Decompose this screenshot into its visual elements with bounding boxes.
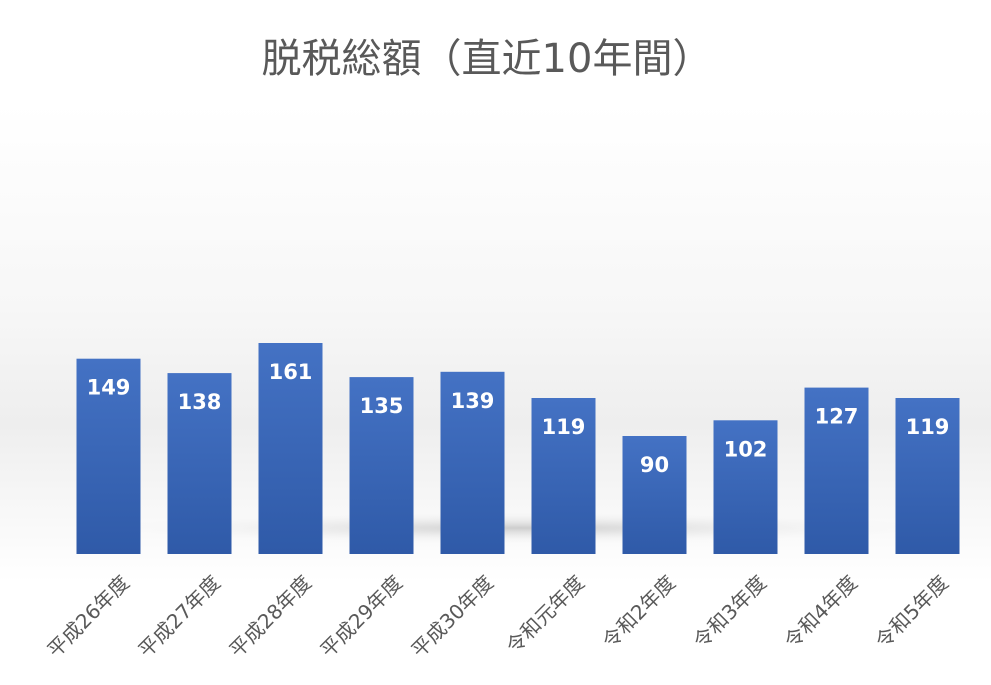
bar [804,387,869,554]
bar [76,358,141,554]
bar [258,343,323,554]
bar [622,436,687,554]
bar-value-label: 135 [360,394,404,418]
bar-value-label: 102 [724,437,768,461]
bar [531,398,596,554]
bar-value-label: 119 [542,415,586,439]
bar-value-label: 139 [451,389,495,413]
bar-value-label: 149 [87,376,131,400]
bar-value-label: 90 [640,453,669,477]
bar-value-label: 161 [269,360,313,384]
bar [349,377,414,554]
bars-group [76,343,960,554]
bar [167,373,232,554]
bar-value-label: 119 [906,415,950,439]
bar [895,398,960,554]
bar-labels-group: 149 138 161 135 139 119 90 102 127 119 [87,360,950,477]
bar-value-label: 127 [815,405,859,429]
chart-title: 脱税総額（直近10年間） [262,36,713,82]
bar-value-label: 138 [178,390,222,414]
bar [440,371,505,554]
bar [713,420,778,554]
